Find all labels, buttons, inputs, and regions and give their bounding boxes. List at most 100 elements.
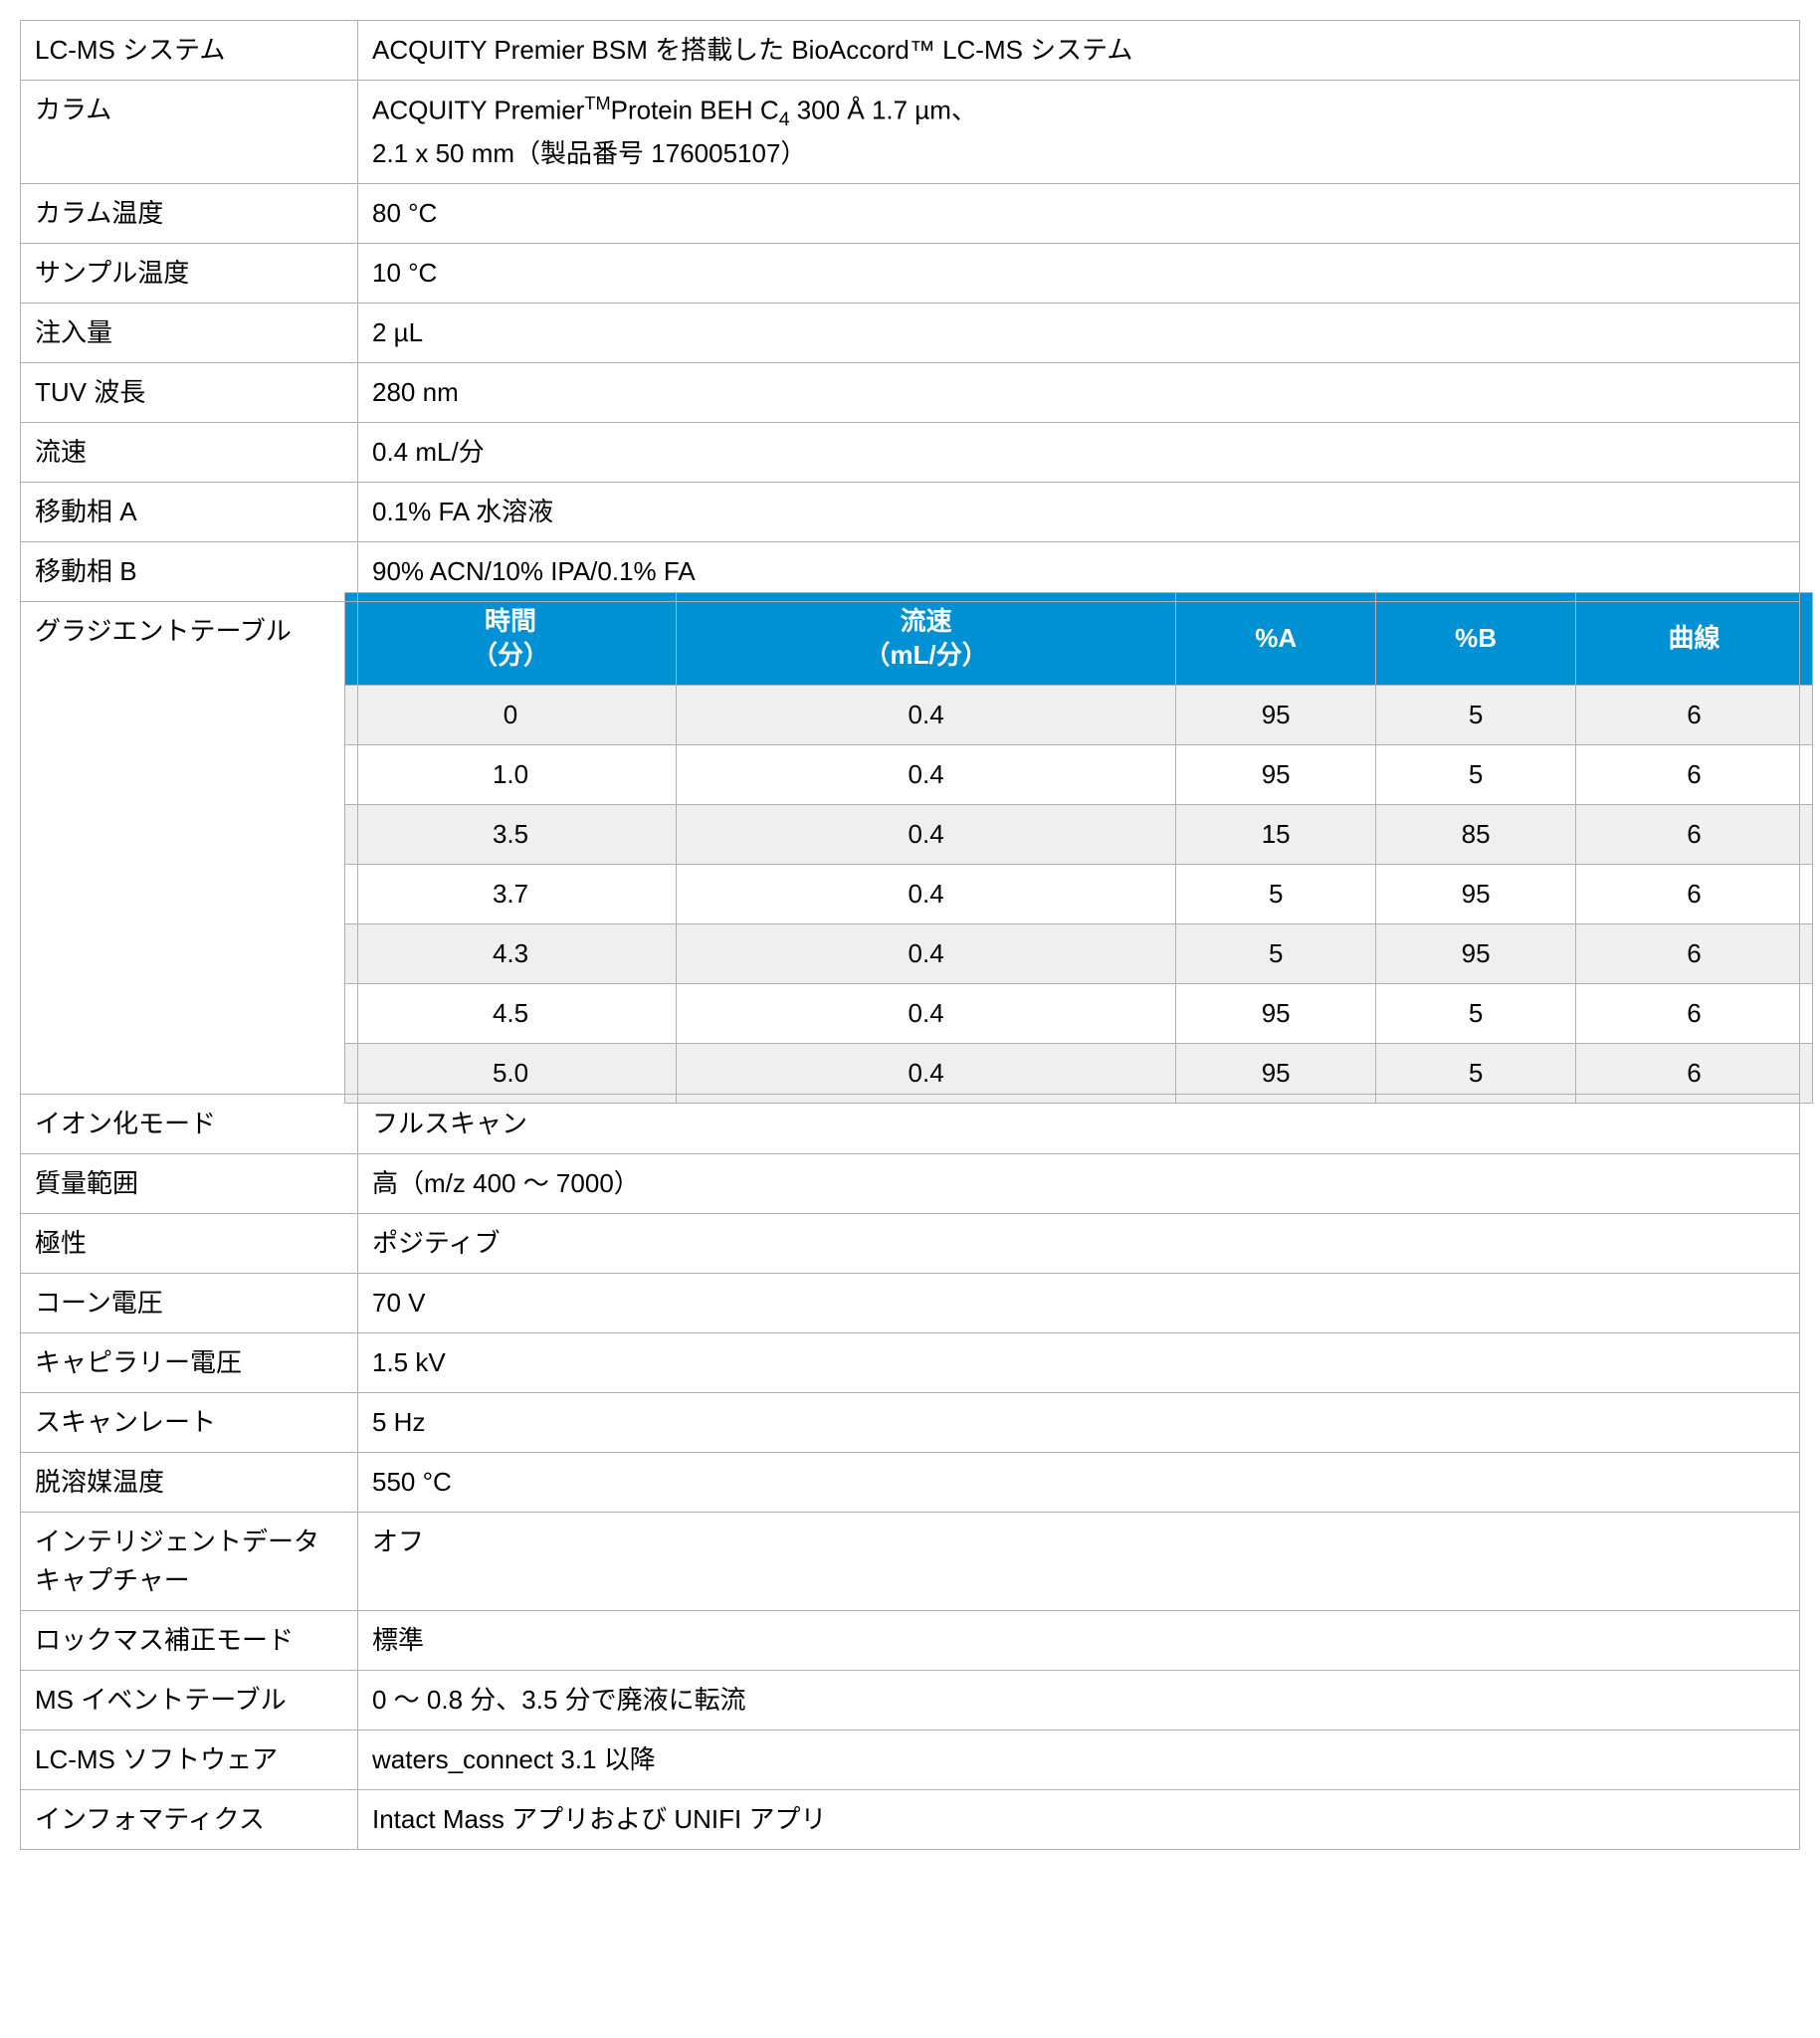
row-label: 脱溶媒温度 [21, 1452, 358, 1512]
table-row: 極性ポジティブ [21, 1213, 1800, 1273]
row-label: カラム [21, 81, 358, 184]
row-label: 移動相 A [21, 483, 358, 542]
gradient-cell-value: 95 [1176, 744, 1376, 804]
table-row: インテリジェントデータキャプチャーオフ [21, 1512, 1800, 1610]
row-label: コーン電圧 [21, 1273, 358, 1332]
gradient-cell-value: 5 [1376, 744, 1576, 804]
row-value: ACQUITY PremierTMProtein BEH C4 300 Å 1.… [358, 81, 1800, 184]
table-row: 流速0.4 mL/分 [21, 423, 1800, 483]
row-label: イオン化モード [21, 1094, 358, 1153]
table-row: イオン化モードフルスキャン [21, 1094, 1800, 1153]
gradient-data-row: 00.49556 [345, 685, 1813, 744]
table-row: サンプル温度10 °C [21, 244, 1800, 304]
gradient-cell-value: 95 [1176, 685, 1376, 744]
row-value: 10 °C [358, 244, 1800, 304]
gradient-data-row: 3.50.415856 [345, 804, 1813, 864]
row-label: TUV 波長 [21, 363, 358, 423]
row-label: 質量範囲 [21, 1153, 358, 1213]
table-row: カラムACQUITY PremierTMProtein BEH C4 300 Å… [21, 81, 1800, 184]
gradient-cell-value: 0.4 [677, 983, 1176, 1043]
row-label: キャピラリー電圧 [21, 1332, 358, 1392]
gradient-cell-value: 3.7 [345, 864, 677, 923]
gradient-cell-value: 6 [1576, 804, 1813, 864]
gradient-row: グラジエントテーブル 時間（分）流速（mL/分）%A%B曲線 00.495561… [21, 602, 1800, 1095]
row-value: 2 µL [358, 304, 1800, 363]
gradient-header: %B [1376, 593, 1576, 686]
row-label: インフォマティクス [21, 1789, 358, 1849]
gradient-cell-value: 6 [1576, 685, 1813, 744]
row-value: waters_connect 3.1 以降 [358, 1730, 1800, 1789]
row-label: 流速 [21, 423, 358, 483]
row-label: インテリジェントデータキャプチャー [21, 1512, 358, 1610]
gradient-cell-value: 6 [1576, 864, 1813, 923]
row-value: 標準 [358, 1610, 1800, 1670]
table-row: LC-MS ソフトウェアwaters_connect 3.1 以降 [21, 1730, 1800, 1789]
row-value: ポジティブ [358, 1213, 1800, 1273]
gradient-data-row: 4.50.49556 [345, 983, 1813, 1043]
table-row: ロックマス補正モード標準 [21, 1610, 1800, 1670]
row-value: 70 V [358, 1273, 1800, 1332]
table-row: インフォマティクスIntact Mass アプリおよび UNIFI アプリ [21, 1789, 1800, 1849]
row-label: MS イベントテーブル [21, 1670, 358, 1730]
row-label: ロックマス補正モード [21, 1610, 358, 1670]
table-row: 注入量2 µL [21, 304, 1800, 363]
row-label: 移動相 B [21, 542, 358, 602]
row-value: 0.4 mL/分 [358, 423, 1800, 483]
row-value: Intact Mass アプリおよび UNIFI アプリ [358, 1789, 1800, 1849]
row-label: LC-MS ソフトウェア [21, 1730, 358, 1789]
gradient-cell-value: 0.4 [677, 804, 1176, 864]
gradient-cell-value: 5 [1376, 983, 1576, 1043]
gradient-cell-value: 3.5 [345, 804, 677, 864]
gradient-cell-value: 0.4 [677, 685, 1176, 744]
table-row: スキャンレート5 Hz [21, 1392, 1800, 1452]
gradient-cell-value: 15 [1176, 804, 1376, 864]
row-label: 注入量 [21, 304, 358, 363]
gradient-data-row: 4.30.45956 [345, 923, 1813, 983]
row-value: 高（m/z 400 ～ 7000） [358, 1153, 1800, 1213]
row-value: 1.5 kV [358, 1332, 1800, 1392]
table-row: 脱溶媒温度550 °C [21, 1452, 1800, 1512]
gradient-cell-value: 0.4 [677, 744, 1176, 804]
gradient-cell-value: 6 [1576, 983, 1813, 1043]
row-value: 0 ～ 0.8 分、3.5 分で廃液に転流 [358, 1670, 1800, 1730]
row-label: カラム温度 [21, 184, 358, 244]
gradient-cell-value: 95 [1176, 983, 1376, 1043]
row-value: ACQUITY Premier BSM を搭載した BioAccord™ LC-… [358, 21, 1800, 81]
gradient-cell: 時間（分）流速（mL/分）%A%B曲線 00.495561.00.495563.… [358, 602, 1800, 1095]
table-row: カラム温度80 °C [21, 184, 1800, 244]
parameters-table: LC-MS システムACQUITY Premier BSM を搭載した BioA… [20, 20, 1800, 1850]
gradient-header: %A [1176, 593, 1376, 686]
table-row: 質量範囲高（m/z 400 ～ 7000） [21, 1153, 1800, 1213]
gradient-cell-value: 0.4 [677, 923, 1176, 983]
table-row: LC-MS システムACQUITY Premier BSM を搭載した BioA… [21, 21, 1800, 81]
gradient-label: グラジエントテーブル [21, 602, 358, 1095]
gradient-table: 時間（分）流速（mL/分）%A%B曲線 00.495561.00.495563.… [344, 592, 1813, 1104]
gradient-cell-value: 0.4 [677, 864, 1176, 923]
gradient-cell-value: 0 [345, 685, 677, 744]
row-value: オフ [358, 1512, 1800, 1610]
row-label: LC-MS システム [21, 21, 358, 81]
row-value: 80 °C [358, 184, 1800, 244]
row-value: 0.1% FA 水溶液 [358, 483, 1800, 542]
gradient-data-row: 1.00.49556 [345, 744, 1813, 804]
gradient-cell-value: 5 [1176, 923, 1376, 983]
gradient-cell-value: 5 [1376, 685, 1576, 744]
gradient-cell-value: 6 [1576, 923, 1813, 983]
gradient-cell-value: 95 [1376, 923, 1576, 983]
table-row: キャピラリー電圧1.5 kV [21, 1332, 1800, 1392]
gradient-cell-value: 5 [1176, 864, 1376, 923]
gradient-cell-value: 85 [1376, 804, 1576, 864]
row-label: サンプル温度 [21, 244, 358, 304]
table-row: コーン電圧70 V [21, 1273, 1800, 1332]
gradient-cell-value: 95 [1376, 864, 1576, 923]
row-value: 280 nm [358, 363, 1800, 423]
row-label: スキャンレート [21, 1392, 358, 1452]
row-value: 5 Hz [358, 1392, 1800, 1452]
gradient-header: 時間（分） [345, 593, 677, 686]
table-row: TUV 波長280 nm [21, 363, 1800, 423]
gradient-header: 曲線 [1576, 593, 1813, 686]
gradient-cell-value: 4.5 [345, 983, 677, 1043]
gradient-cell-value: 4.3 [345, 923, 677, 983]
row-label: 極性 [21, 1213, 358, 1273]
table-row: 移動相 A0.1% FA 水溶液 [21, 483, 1800, 542]
